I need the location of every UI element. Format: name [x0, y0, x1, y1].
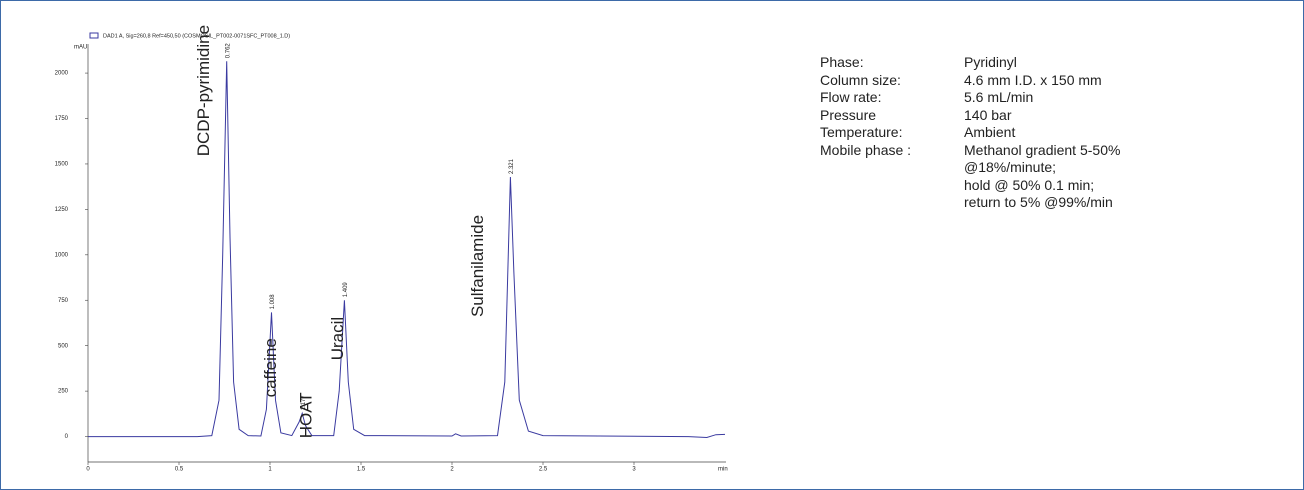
legend: DAD1 A, Sig=260,8 Ref=450,50 (COSMOSIL_P…: [103, 33, 290, 39]
condition-label: Column size:: [820, 71, 901, 88]
condition-label: Mobile phase :: [820, 141, 912, 158]
y-tick-label: 0: [65, 434, 69, 440]
peak-time: 2.321: [509, 158, 515, 174]
y-tick-label: 1500: [55, 162, 69, 168]
condition-value: Methanol gradient 5-50% @18%/minute; hold …: [964, 142, 1120, 212]
y-tick-label: 250: [58, 389, 69, 395]
compound-name: Sulfanilamide: [468, 215, 487, 317]
condition-row: Flow rate: 5.6 mL/min: [820, 89, 1120, 107]
condition-value: 5.6 mL/min: [964, 89, 1033, 107]
x-tick-label: 2: [450, 467, 454, 473]
compound-name: caffeine: [261, 338, 280, 397]
compound-name: Uracil: [328, 317, 347, 360]
condition-line: Ambient: [964, 124, 1016, 140]
condition-row: Phase: Pyridinyl: [820, 54, 1120, 72]
condition-line: hold @ 50% 0.1 min;: [964, 176, 1095, 193]
peak-time: 1.177: [301, 395, 307, 411]
condition-line: 140 bar: [964, 106, 1012, 123]
y-tick-label: 500: [58, 343, 69, 349]
x-tick-label: 1: [268, 467, 272, 473]
peak-time: 0.762: [225, 43, 231, 59]
y-tick-label: 1250: [55, 207, 69, 213]
y-tick-label: 1750: [55, 116, 69, 122]
condition-label: Phase:: [820, 54, 864, 70]
condition-value: 140 bar: [964, 107, 1011, 125]
x-label: min: [718, 467, 728, 473]
condition-line: Methanol gradient 5-50%: [964, 141, 1121, 158]
condition-label: Temperature:: [820, 124, 903, 140]
condition-line: @18%/minute;: [964, 159, 1057, 175]
condition-label: Pressure: [820, 106, 877, 123]
x-tick-label: 3: [632, 467, 636, 473]
compound-name: HOAT: [297, 392, 316, 438]
conditions: Phase: Pyridinyl Column size: 4.6 mm I.D. x…: [820, 54, 1120, 212]
condition-line: 4.6 mm I.D. x 150 mm: [964, 71, 1102, 88]
condition-value: 4.6 mm I.D. x 150 mm: [964, 72, 1102, 90]
condition-label: Flow rate:: [820, 89, 882, 105]
condition-line: 5.6 mL/min: [964, 89, 1034, 105]
condition-row: Column size: 4.6 mm I.D. x 150 mm: [820, 72, 1120, 90]
condition-line: return to 5% @99%/min: [964, 194, 1113, 210]
condition-row: Temperature: Ambient: [820, 124, 1120, 142]
condition-row: Pressure 140 bar: [820, 107, 1120, 125]
condition-row: Mobile phase : Methanol gradient 5-50% @18…: [820, 142, 1120, 212]
y-label: mAU: [74, 45, 87, 51]
trace: [88, 61, 726, 439]
condition-value: Pyridinyl: [964, 54, 1017, 72]
y-tick-label: 2000: [55, 71, 69, 77]
x-tick-label: 2.5: [539, 467, 548, 473]
peak-time: 1.409: [343, 282, 349, 298]
condition-value: Ambient: [964, 124, 1015, 142]
y-tick-label: 1000: [55, 252, 69, 258]
x-tick-label: 1.5: [357, 467, 366, 473]
x-tick-label: 0.5: [175, 467, 184, 473]
compound-name: DCDP-pyrimidine: [194, 25, 213, 156]
y-tick-label: 750: [58, 298, 69, 304]
legend-swatch: [89, 32, 99, 39]
x-tick-label: 0: [86, 467, 90, 473]
condition-line: Pyridinyl: [964, 54, 1017, 70]
peak-time: 1.008: [270, 294, 276, 310]
